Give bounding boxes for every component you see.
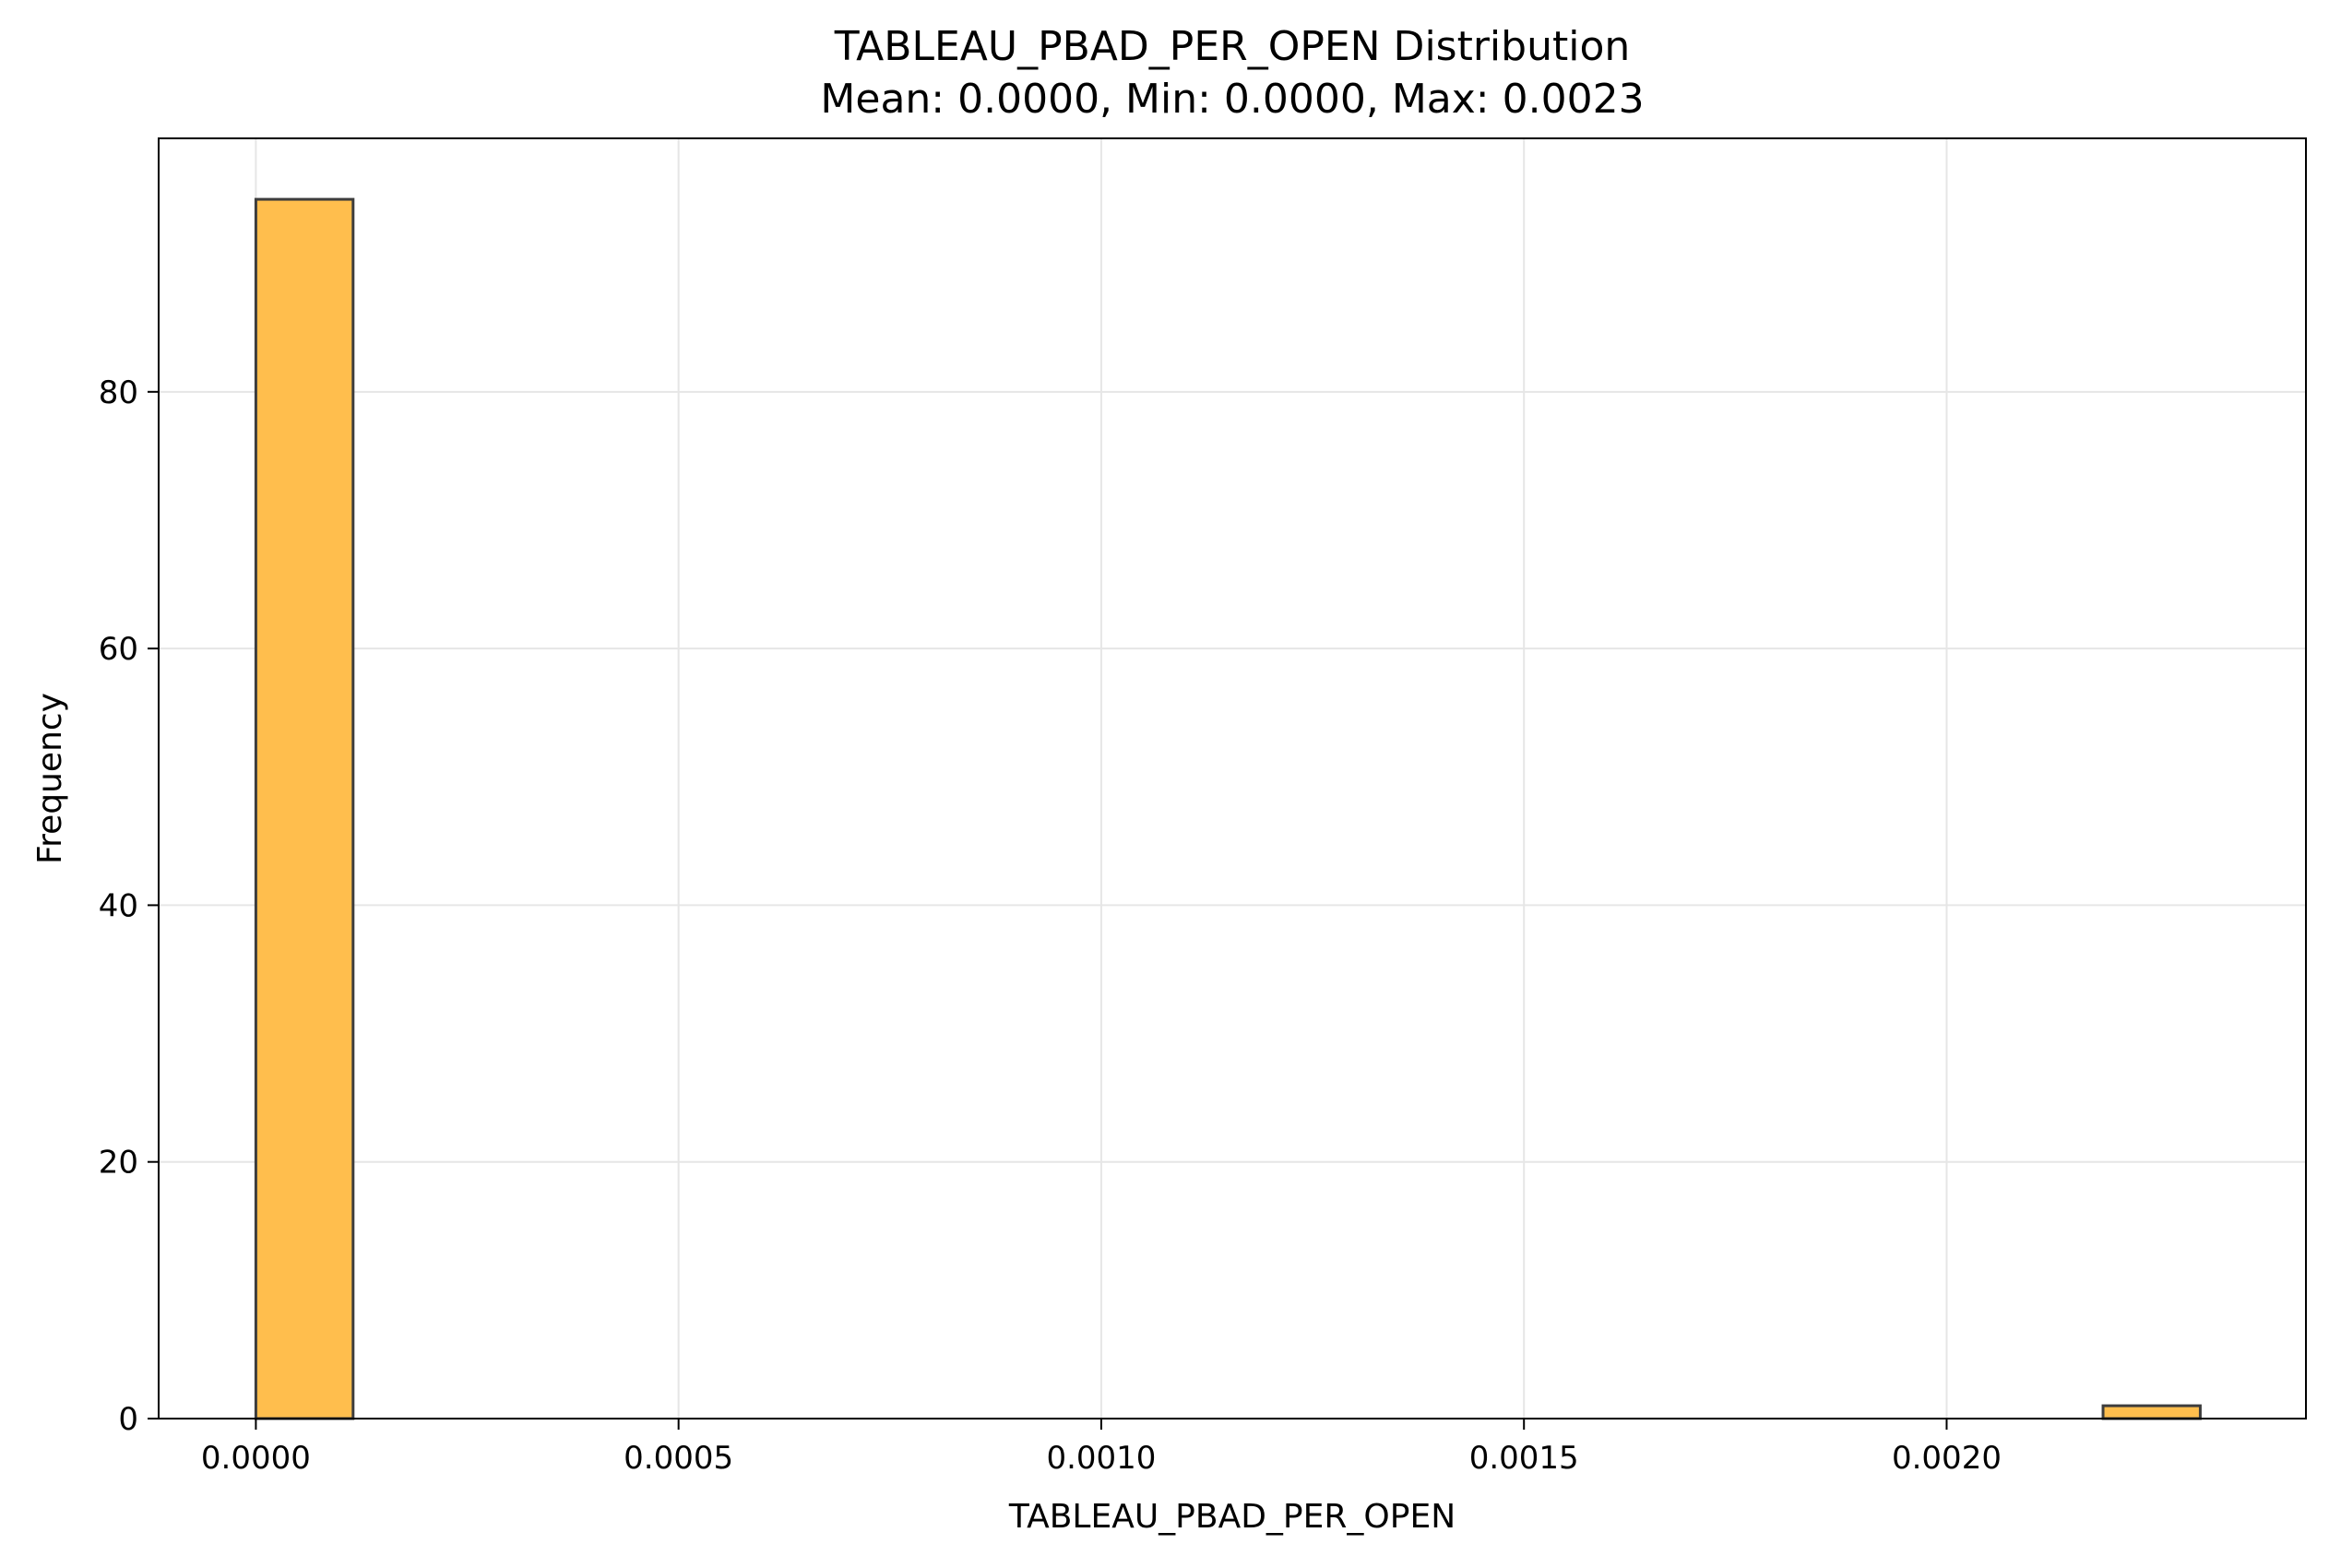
plot-area-frame [158, 137, 2307, 1420]
x-tick-label: 0.0000 [201, 1440, 311, 1477]
y-tick-label: 20 [99, 1145, 138, 1182]
y-tick-label: 80 [99, 374, 138, 411]
chart-subtitle: Mean: 0.0000, Min: 0.0000, Max: 0.0023 [820, 76, 1644, 123]
y-tick-label: 0 [118, 1401, 138, 1438]
x-tick-label: 0.0010 [1046, 1440, 1156, 1477]
x-tick-label: 0.0020 [1892, 1440, 2002, 1477]
histogram-bar [254, 197, 355, 1420]
y-tick-label: 40 [99, 887, 138, 924]
chart-title: TABLEAU_PBAD_PER_OPEN Distribution [834, 23, 1631, 70]
x-axis-ticks: 0.0000 0.0005 0.0010 0.0015 0.0020 [201, 1419, 2002, 1477]
histogram-bars [254, 197, 2202, 1420]
x-axis-label: TABLEAU_PBAD_PER_OPEN [1008, 1498, 1456, 1536]
y-tick-label: 60 [99, 631, 138, 668]
x-tick-label: 0.0005 [624, 1440, 733, 1477]
x-tick-label: 0.0015 [1469, 1440, 1579, 1477]
grid-lines [159, 138, 2306, 1420]
y-axis-ticks: 0 20 40 60 80 [99, 374, 159, 1438]
y-axis-label: Frequency [31, 693, 69, 864]
histogram-bar [2101, 1404, 2202, 1420]
